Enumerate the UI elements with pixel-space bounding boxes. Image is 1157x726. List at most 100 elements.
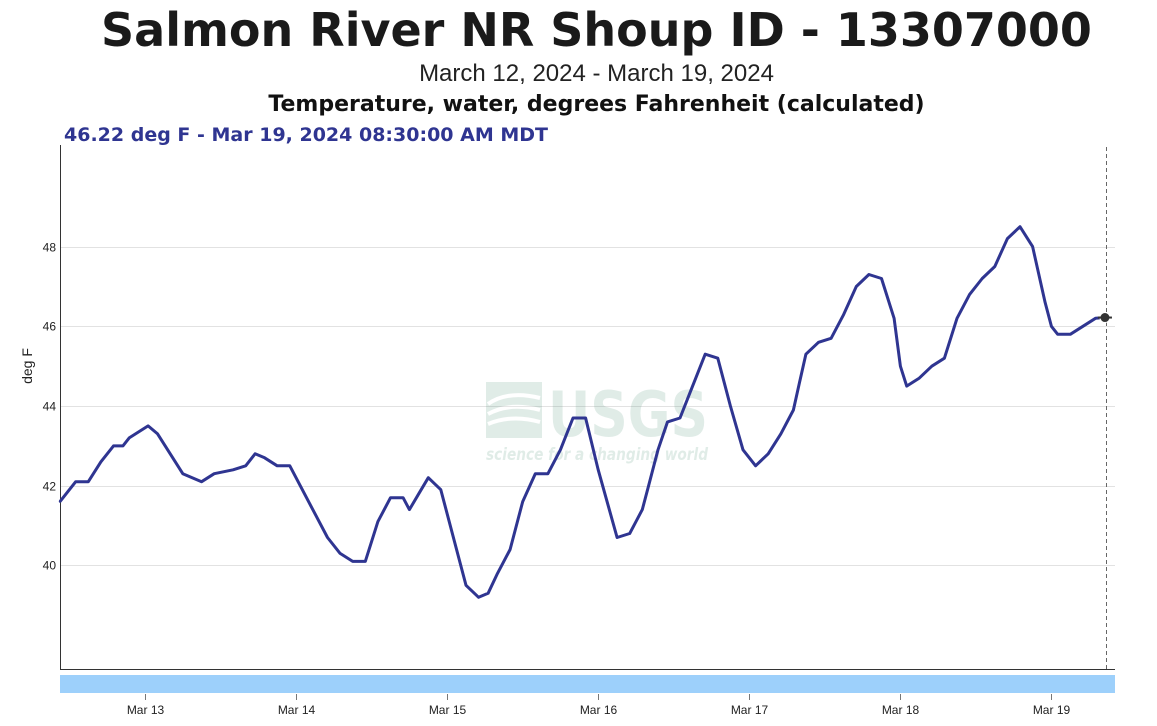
data-point-9: [156, 432, 159, 436]
data-point-49: [647, 484, 650, 487]
x-tick-label-0: Mar 13: [127, 703, 165, 717]
data-point-76: [955, 317, 959, 320]
data-point-36: [486, 592, 490, 595]
data-point-27: [389, 496, 392, 499]
data-point-55: [716, 357, 719, 360]
x-axis-ticks: Mar 13 Mar 14 Mar 15 Mar 16 Mar 17 Mar 18 Mar …: [127, 694, 1070, 717]
data-point-46: [615, 536, 619, 539]
data-point-31: [427, 476, 430, 479]
data-point-37: [496, 572, 499, 575]
data-point-42: [559, 448, 562, 451]
x-tick-label-1: Mar 14: [278, 703, 316, 717]
data-point-33: [452, 536, 455, 539]
data-point-71: [899, 365, 902, 368]
data-point-28: [401, 496, 405, 499]
data-point-84: [1050, 325, 1053, 328]
data-point-45: [597, 468, 600, 471]
usgs-logo-text: USGS: [548, 378, 708, 451]
data-point-11: [181, 472, 184, 475]
data-point-34: [464, 584, 468, 587]
temperature-series-line: [58, 225, 1106, 599]
x-tick-label-4: Mar 17: [731, 703, 769, 717]
data-point-5: [121, 444, 125, 448]
data-point-47: [628, 532, 631, 535]
data-point-87: [1081, 325, 1085, 328]
date-range-subtitle: March 12, 2024 - March 19, 2024: [419, 60, 774, 87]
data-point-19: [282, 464, 285, 467]
data-point-57: [741, 448, 745, 451]
data-point-44: [584, 416, 587, 420]
data-point-79: [993, 265, 996, 268]
navigator-slider[interactable]: [60, 675, 1115, 693]
data-point-23: [338, 552, 342, 555]
page-title: Salmon River NR Shoup ID - 13307000: [101, 3, 1092, 57]
usgs-logo-icon: [486, 382, 542, 438]
data-point-61: [792, 408, 795, 412]
current-value-marker-icon: [1097, 312, 1112, 324]
data-point-77: [968, 293, 971, 296]
data-point-21: [313, 512, 317, 515]
data-point-20: [288, 464, 291, 467]
data-point-83: [1043, 301, 1047, 304]
data-point-26: [376, 520, 380, 523]
data-point-29: [408, 508, 411, 511]
data-point-48: [641, 508, 644, 511]
data-point-65: [829, 337, 833, 340]
data-point-62: [798, 380, 801, 384]
data-point-14: [231, 468, 235, 471]
data-point-16: [253, 452, 257, 455]
data-point-86: [1069, 333, 1072, 336]
data-point-72: [905, 384, 908, 388]
y-tick-label-44: 44: [43, 400, 57, 414]
data-point-50: [656, 448, 660, 451]
data-point-56: [729, 404, 732, 408]
data-point-3: [99, 460, 103, 463]
data-point-12: [200, 480, 203, 483]
data-point-52: [678, 416, 682, 420]
data-point-53: [691, 384, 694, 388]
y-axis-title: deg F: [19, 348, 35, 384]
data-point-40: [534, 472, 537, 475]
data-point-74: [930, 365, 933, 368]
usgs-tagline: science for a changing world: [486, 445, 709, 465]
data-point-81: [1018, 225, 1022, 228]
data-point-69: [880, 277, 883, 280]
y-tick-label-48: 48: [43, 241, 57, 255]
data-point-17: [263, 456, 266, 459]
data-point-67: [855, 285, 858, 288]
series-points: [58, 225, 1107, 599]
data-point-25: [364, 560, 367, 563]
data-point-24: [351, 560, 354, 563]
data-point-78: [981, 277, 984, 280]
usgs-watermark: USGS science for a changing world: [486, 378, 709, 465]
data-point-66: [842, 313, 845, 316]
parameter-subtitle: Temperature, water, degrees Fahrenheit (…: [268, 92, 925, 117]
data-point-63: [804, 353, 808, 356]
data-point-2: [87, 480, 90, 483]
data-point-85: [1056, 333, 1059, 336]
data-point-64: [817, 341, 820, 344]
data-point-35: [477, 596, 480, 599]
data-point-43: [571, 416, 575, 420]
data-point-18: [276, 464, 279, 467]
data-point-58: [754, 464, 757, 467]
data-point-13: [213, 472, 216, 475]
data-point-73: [918, 376, 921, 380]
data-point-8: [146, 424, 150, 428]
data-point-15: [244, 464, 247, 467]
x-tick-label-2: Mar 15: [429, 703, 467, 717]
data-point-4: [112, 444, 115, 448]
data-point-68: [867, 273, 871, 276]
data-point-82: [1031, 245, 1034, 248]
data-point-10: [169, 452, 172, 455]
x-tick-label-5: Mar 18: [882, 703, 920, 717]
data-point-59: [767, 452, 770, 455]
y-axis-ticks: 40 42 44 46 48: [43, 241, 57, 573]
data-point-80: [1006, 237, 1009, 240]
data-point-7: [134, 432, 137, 436]
data-point-0: [58, 500, 62, 503]
data-point-41: [546, 472, 550, 475]
data-point-60: [779, 432, 782, 436]
y-tick-label-40: 40: [43, 559, 57, 573]
